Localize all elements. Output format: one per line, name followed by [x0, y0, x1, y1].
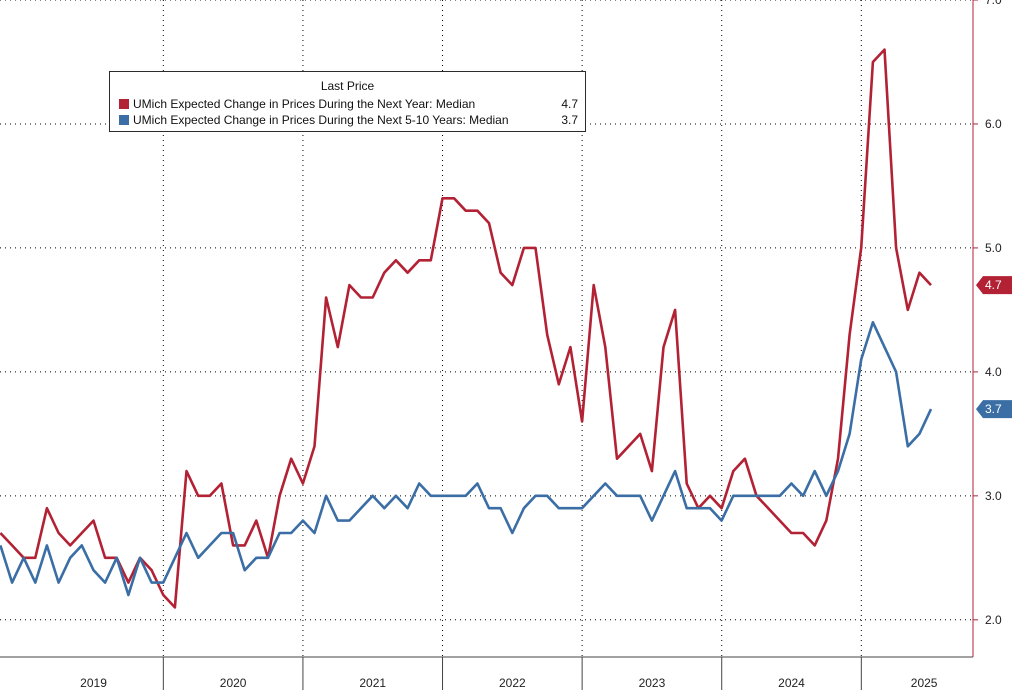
last-price-label-5-10-years: 3.7 [985, 402, 1002, 416]
y-tick-label-4.0: 4.0 [985, 365, 1002, 379]
legend-swatch-next-year [119, 98, 129, 109]
last-price-tag-5-10-years [976, 400, 1012, 419]
x-tick-label-2021: 2021 [359, 676, 386, 690]
series-line-5-10-years [0, 320, 933, 597]
y-tick-label-6.0: 6.0 [985, 117, 1002, 131]
legend-title: Last Price [320, 79, 375, 93]
legend: Last Price UMich Expected Change in Pric… [109, 71, 586, 132]
y-tick-label-2.0: 2.0 [985, 613, 1002, 627]
x-tick-label-2024: 2024 [778, 676, 805, 690]
y-tick-label-7.0: 7.0 [985, 0, 1002, 7]
x-tick-label-2020: 2020 [220, 676, 247, 690]
x-tick-label-2025: 2025 [911, 676, 938, 690]
gridlines [0, 0, 973, 657]
x-tick-label-2022: 2022 [499, 676, 526, 690]
legend-item-5-10-years: UMich Expected Change in Prices During t… [119, 112, 578, 127]
last-price-markers: 4.7 3.7 [976, 276, 1012, 419]
series-lines [0, 48, 933, 609]
series-line-next-year [0, 48, 932, 609]
y-tick-label-5.0: 5.0 [985, 241, 1002, 255]
legend-swatch-5-10-years [119, 114, 129, 125]
last-price-marker-5-10-years: 3.7 [976, 400, 1012, 419]
y-tick-label-3.0: 3.0 [985, 489, 1002, 503]
x-tick-label-2023: 2023 [639, 676, 666, 690]
legend-label-5-10-years: UMich Expected Change in Prices During t… [133, 112, 509, 127]
last-price-label-next-year: 4.7 [985, 278, 1002, 292]
legend-label-next-year: UMich Expected Change in Prices During t… [133, 96, 476, 111]
x-tick-label-2019: 2019 [80, 676, 107, 690]
legend-value-next-year: 4.7 [561, 96, 578, 111]
last-price-marker-next-year: 4.7 [976, 276, 1012, 295]
legend-item-next-year: UMich Expected Change in Prices During t… [119, 96, 578, 111]
legend-value-5-10-years: 3.7 [561, 112, 578, 127]
last-price-tag-next-year [976, 276, 1012, 295]
